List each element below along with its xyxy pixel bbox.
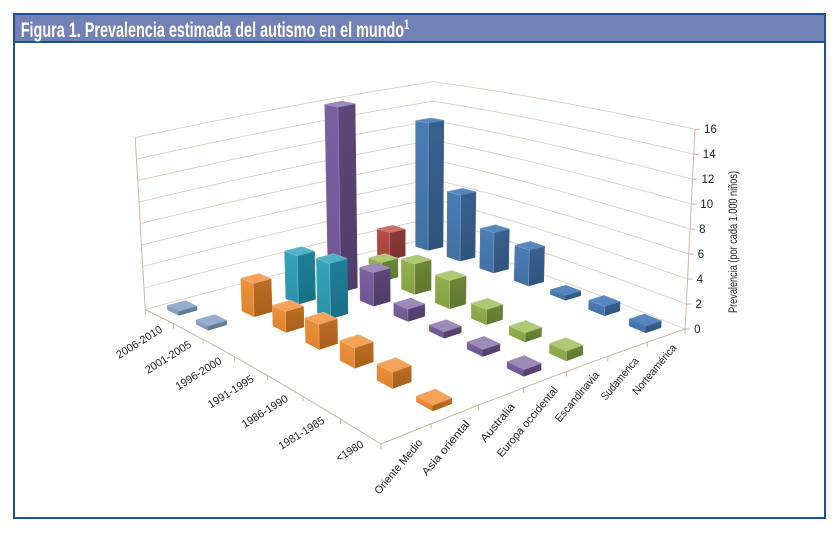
svg-text:6: 6 (698, 249, 704, 261)
svg-text:8: 8 (699, 224, 705, 236)
svg-text:2001-2005: 2001-2005 (143, 339, 193, 377)
svg-text:Asia oriental: Asia oriental (420, 418, 473, 478)
svg-text:Prevalencia (por cada 1.000 ni: Prevalencia (por cada 1.000 niños) (728, 171, 740, 313)
svg-text:<1980: <1980 (334, 439, 366, 465)
svg-text:1991-1995: 1991-1995 (206, 373, 256, 411)
svg-text:2006-2010: 2006-2010 (114, 324, 164, 362)
svg-text:1996-2000: 1996-2000 (174, 355, 224, 393)
svg-text:12: 12 (702, 174, 715, 186)
svg-text:14: 14 (703, 149, 716, 161)
svg-text:2: 2 (695, 299, 701, 311)
svg-text:4: 4 (697, 274, 704, 286)
svg-text:1981-1985: 1981-1985 (277, 415, 327, 453)
svg-text:1986-1990: 1986-1990 (240, 393, 290, 431)
svg-text:Escandinavia: Escandinavia (553, 369, 603, 425)
svg-text:16: 16 (704, 124, 717, 136)
svg-text:Oriente Medio: Oriente Medio (372, 437, 425, 497)
svg-text:Sudamérica: Sudamérica (599, 355, 642, 403)
svg-text:0: 0 (694, 324, 700, 336)
svg-text:Norteamérica: Norteamérica (630, 342, 680, 398)
svg-text:10: 10 (700, 199, 713, 211)
